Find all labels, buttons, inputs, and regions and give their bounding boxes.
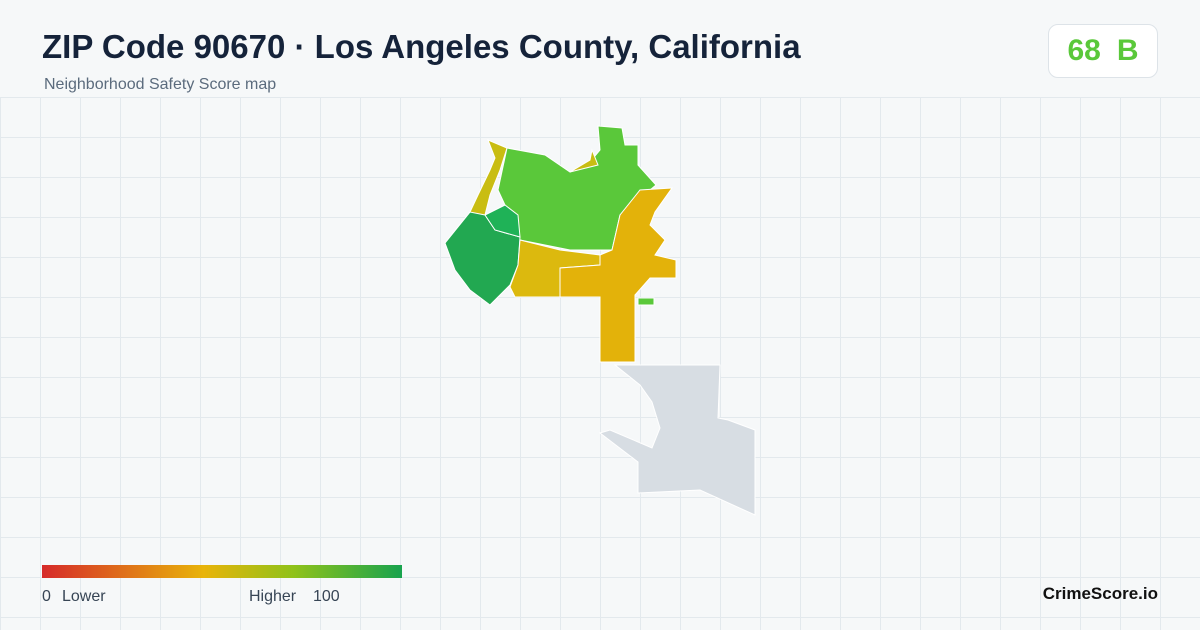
region: [598, 364, 756, 516]
region: [637, 297, 655, 306]
legend-min: 0: [42, 588, 51, 605]
region: [484, 204, 521, 238]
subtitle: Neighborhood Safety Score map: [44, 76, 277, 93]
brand: CrimeScore.io: [1042, 584, 1158, 603]
score-value: 68: [1067, 34, 1101, 67]
region: [569, 148, 599, 173]
region: [559, 187, 677, 363]
legend-max: 100: [313, 588, 340, 605]
legend-min-label: Lower: [62, 588, 106, 605]
score-badge: 68 B: [1048, 24, 1158, 78]
title: ZIP Code 90670 · Los Angeles County, Cal…: [42, 28, 801, 65]
legend-max-label: Higher: [249, 588, 297, 605]
legend-scale: [42, 565, 402, 578]
score-grade: B: [1116, 34, 1139, 67]
